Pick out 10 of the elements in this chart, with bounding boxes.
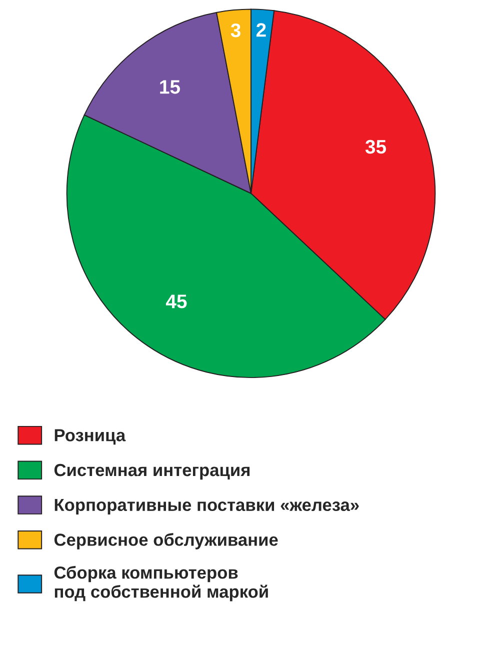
data-label: 15 [160,80,180,94]
legend-label: Сервисное обслуживание [54,533,278,550]
legend-label: Розница [54,429,126,445]
data-label: 45 [166,294,187,308]
data-label: 3 [230,23,240,38]
legend-label: Сборка компьютеров под собственной маркой [54,566,268,602]
legend-label: Системная интеграция [54,464,250,480]
data-label: 2 [256,23,266,37]
data-label: 35 [365,140,386,154]
legend-label: Корпоративные поставки «железа» [54,498,359,514]
